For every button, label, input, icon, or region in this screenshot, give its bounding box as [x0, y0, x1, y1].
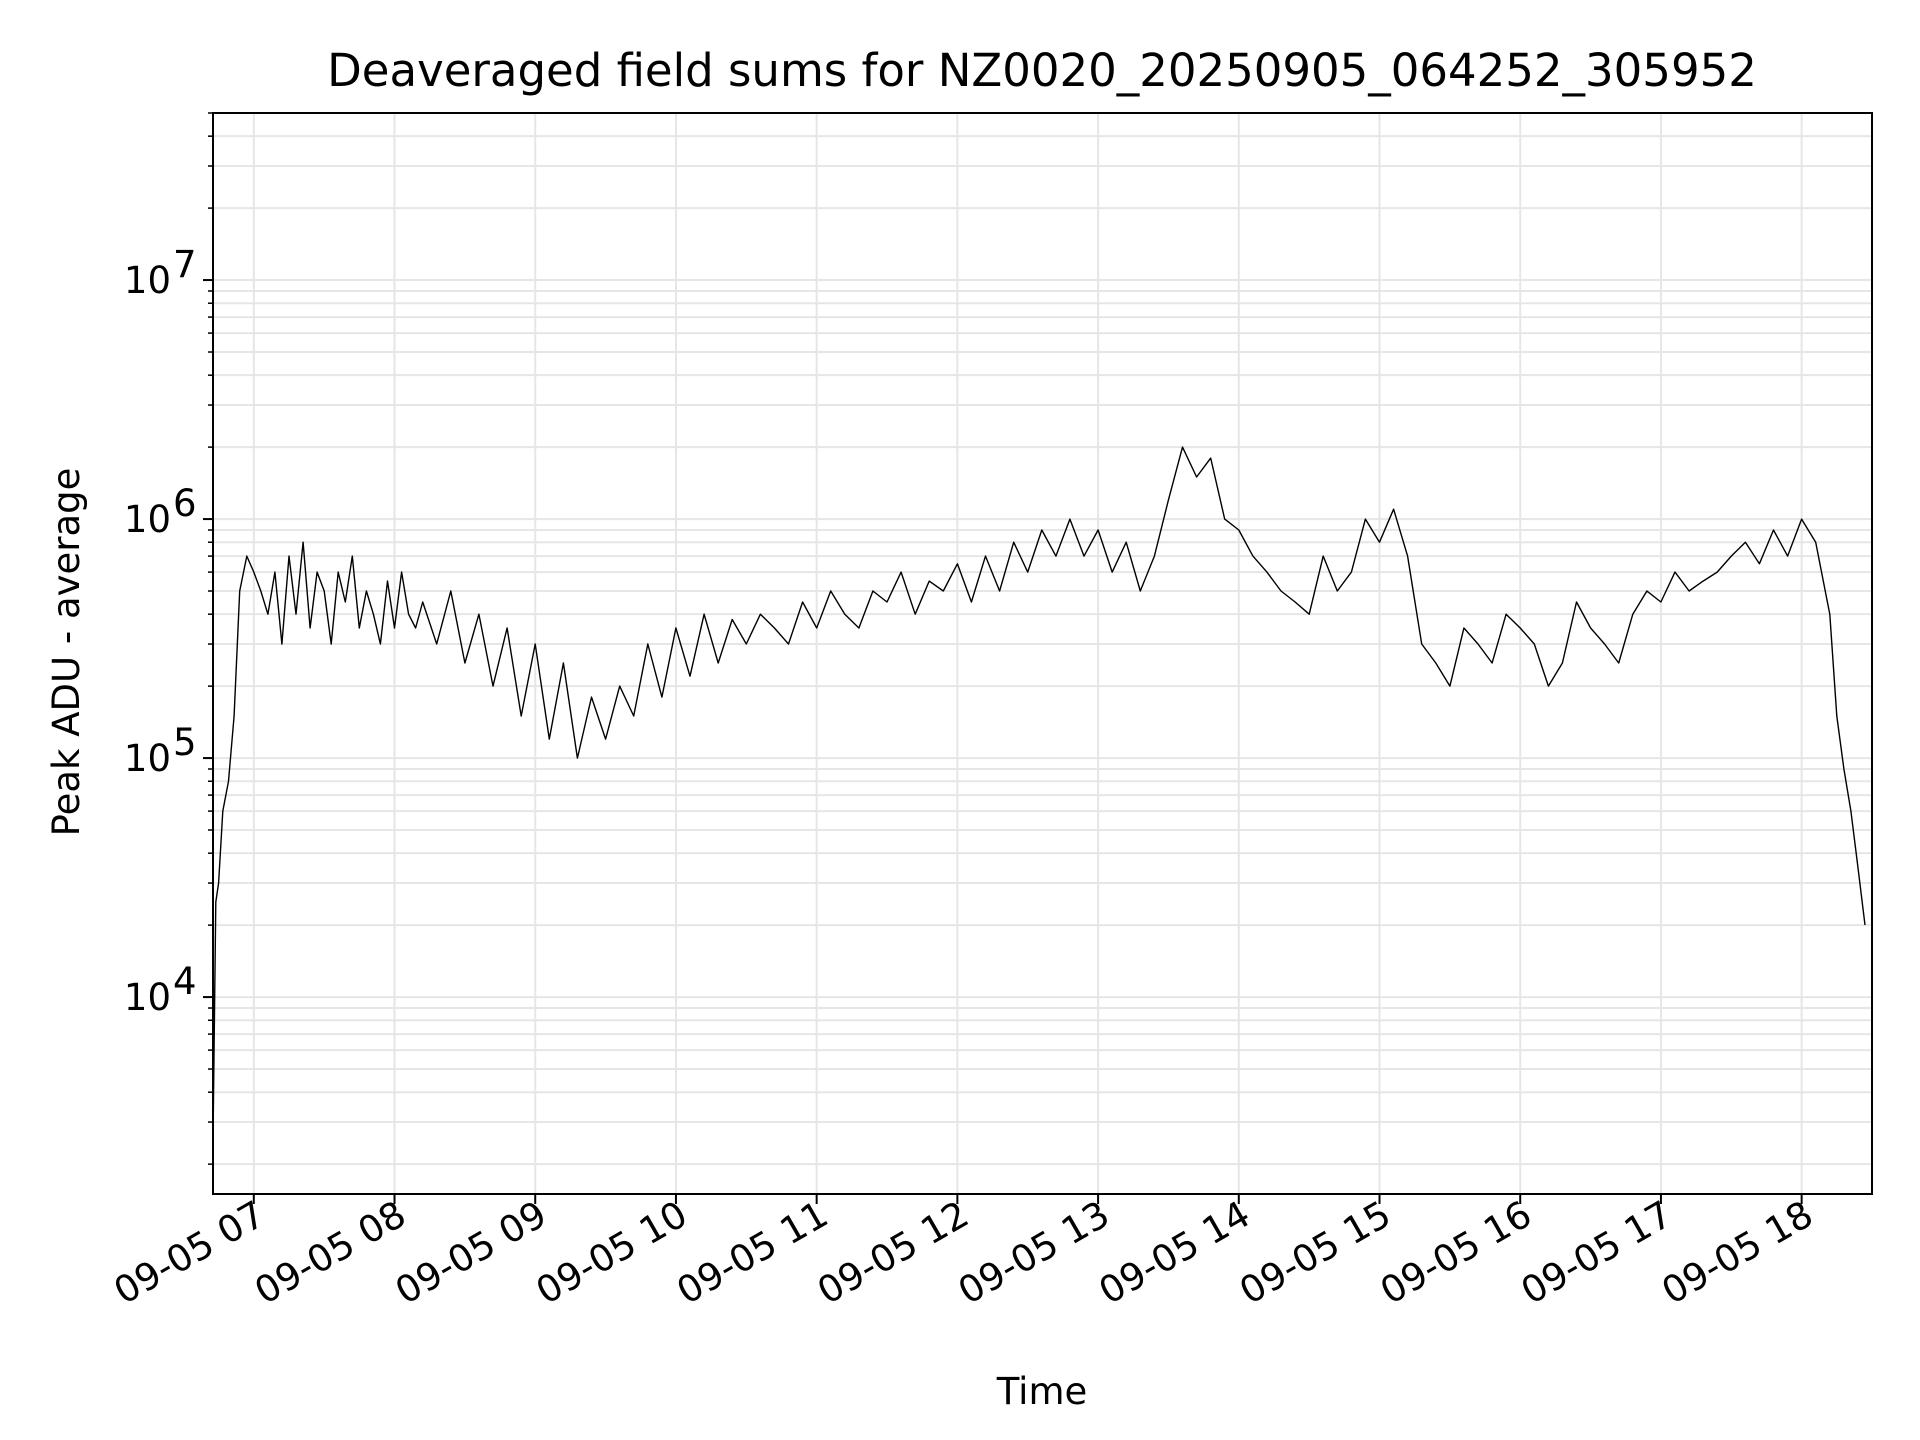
y-tick-label: 10: [124, 737, 171, 780]
series-line: [212, 446, 1866, 1142]
y-tick-label: 10: [124, 976, 171, 1019]
y-tick-exponent: 4: [173, 960, 197, 1003]
chart-title: Deaveraged field sums for NZ0020_2025090…: [327, 44, 1757, 97]
y-tick-exponent: 6: [173, 482, 197, 525]
y-tick-label: 10: [124, 498, 171, 541]
grid: [213, 112, 1872, 1194]
y-tick-label: 10: [124, 259, 171, 302]
y-tick-exponent: 7: [173, 243, 197, 286]
y-axis-title: Peak ADU - average: [45, 468, 88, 837]
y-tick-exponent: 5: [173, 721, 197, 764]
plot-area-background: [213, 113, 1872, 1194]
series-layer: [212, 446, 1866, 1142]
plot-frame: [212, 112, 1873, 1195]
x-axis-title: Time: [996, 1370, 1088, 1413]
